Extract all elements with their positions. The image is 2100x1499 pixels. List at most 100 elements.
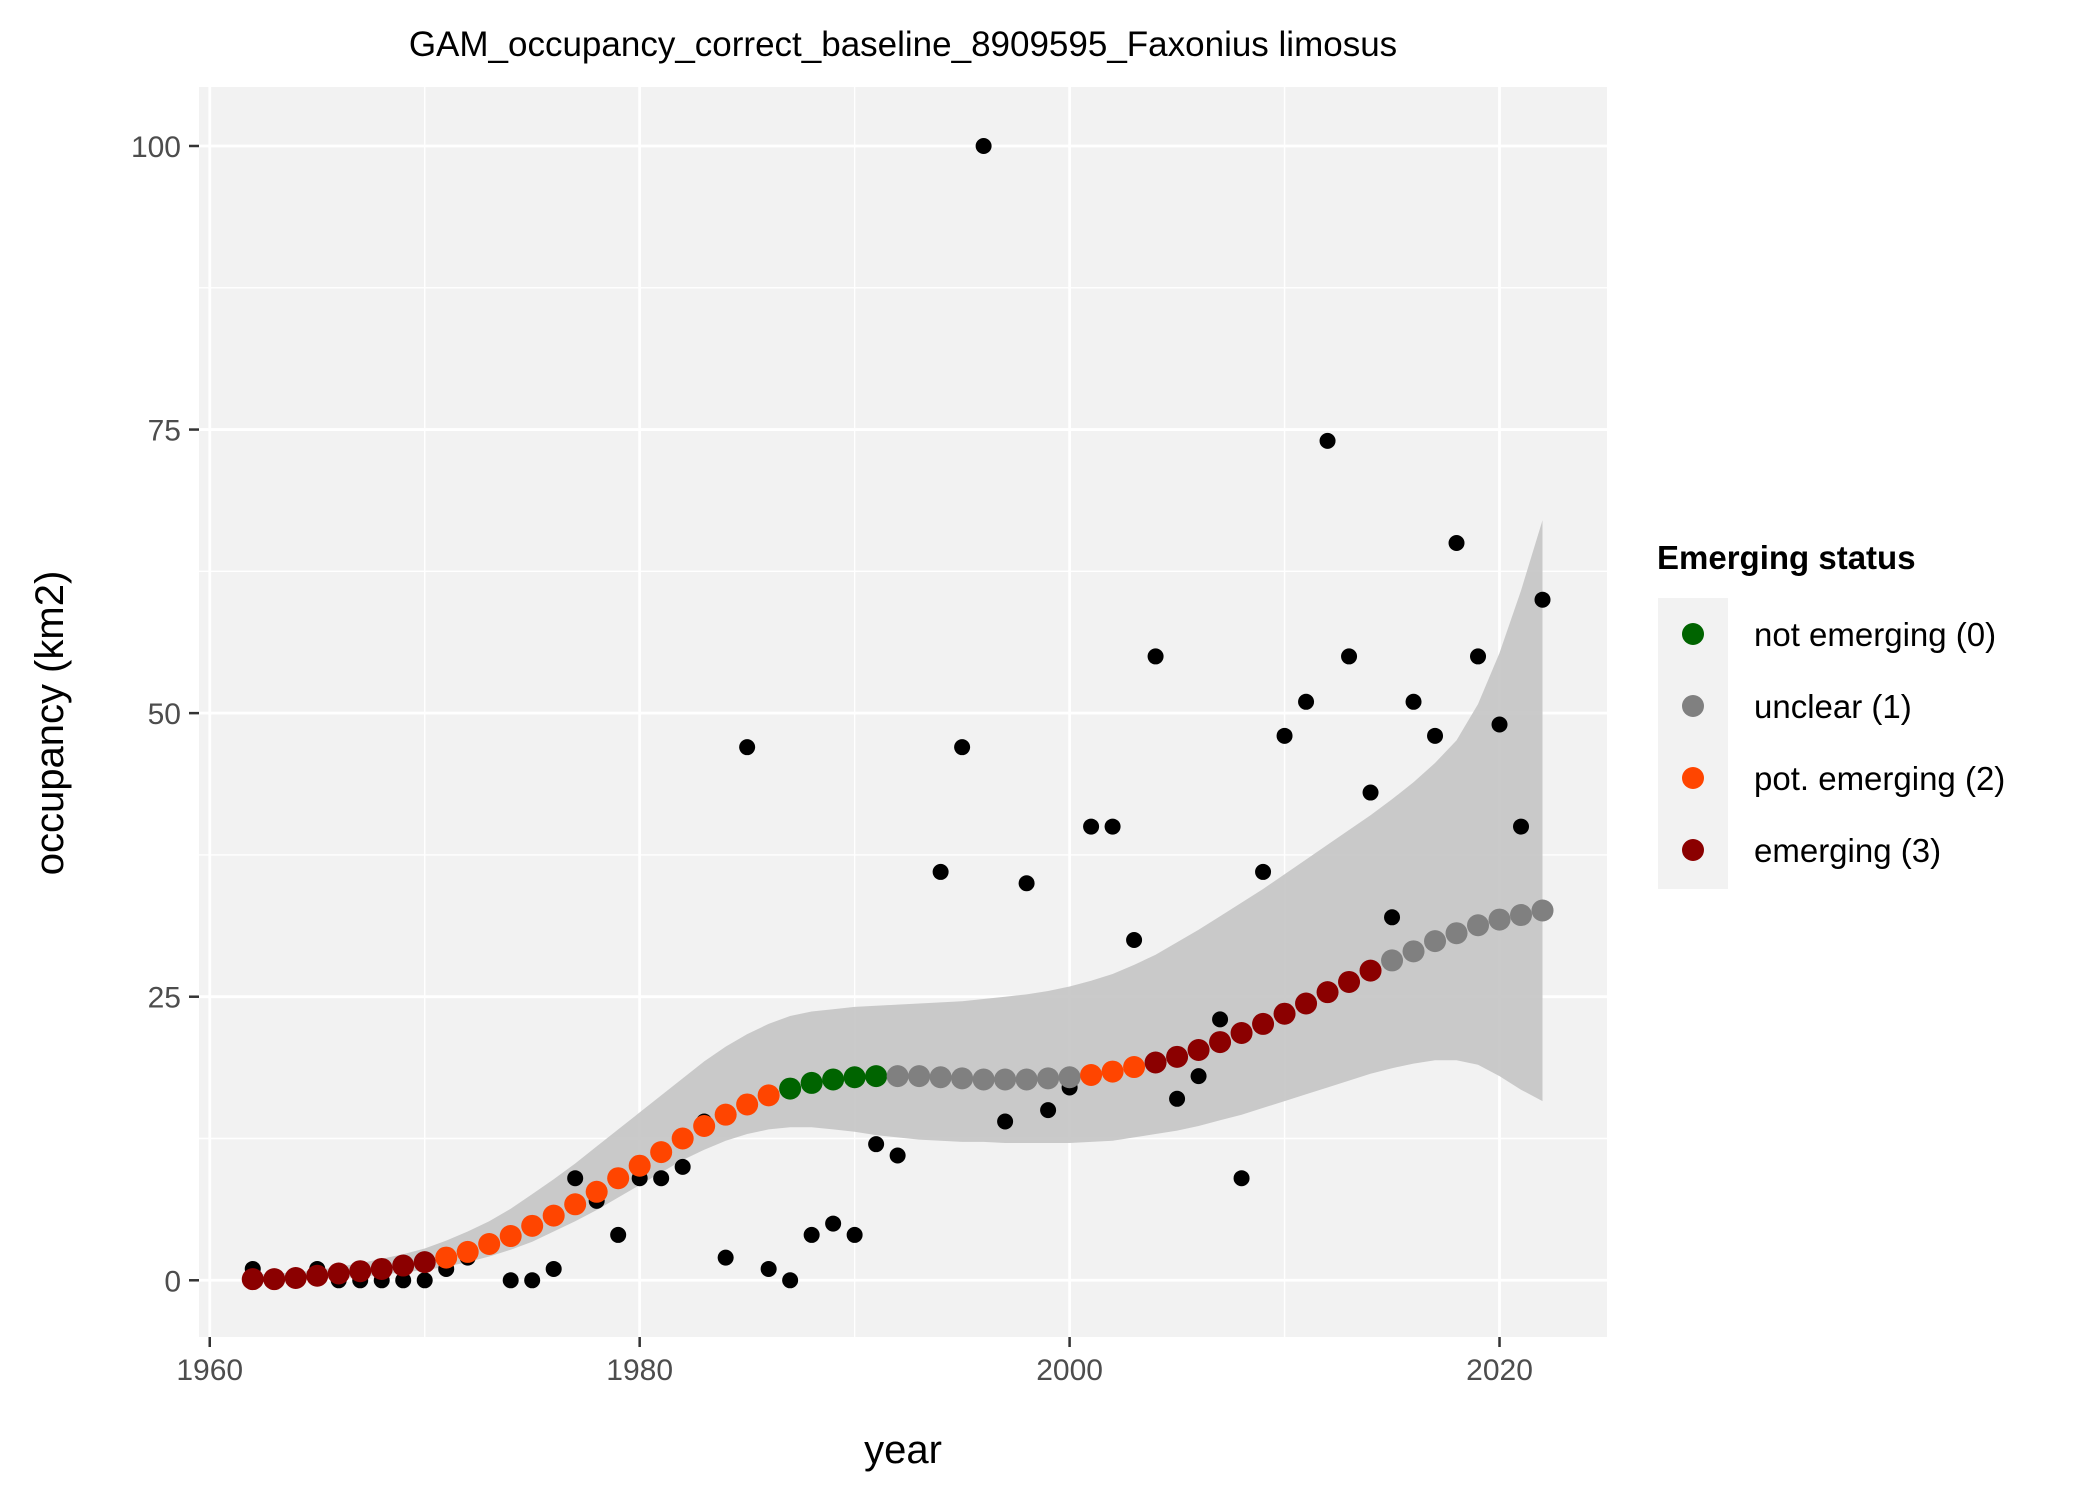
fit-point <box>241 1268 264 1291</box>
fit-point <box>757 1084 780 1107</box>
legend-label: pot. emerging (2) <box>1754 760 2005 797</box>
x-axis-title: year <box>864 1428 942 1472</box>
fit-point <box>306 1264 329 1287</box>
fit-point <box>972 1068 995 1091</box>
fit-point <box>951 1067 974 1090</box>
fit-point <box>1488 908 1511 931</box>
fit-point <box>564 1193 587 1216</box>
observed-point <box>1491 716 1508 733</box>
fit-point <box>478 1232 501 1255</box>
fit-point <box>1467 914 1490 937</box>
legend: Emerging status not emerging (0) unclear … <box>1657 539 2005 889</box>
observed-point <box>1448 534 1465 551</box>
observed-point <box>889 1147 906 1164</box>
fit-point <box>1273 1002 1296 1025</box>
fit-point <box>1252 1012 1275 1035</box>
fit-point <box>1123 1056 1146 1079</box>
y-tick-label: 75 <box>148 415 181 448</box>
fit-point <box>284 1267 307 1290</box>
x-tick-label: 2000 <box>1036 1354 1103 1387</box>
legend-key <box>1682 767 1704 789</box>
fit-point <box>822 1068 845 1091</box>
observed-point <box>1405 693 1422 710</box>
fit-point <box>865 1065 888 1088</box>
fit-point <box>929 1066 952 1089</box>
fit-point <box>607 1167 630 1190</box>
observed-point <box>975 137 992 154</box>
fit-point <box>1338 970 1361 993</box>
observed-point <box>997 1113 1014 1130</box>
fit-point <box>671 1127 694 1150</box>
y-tick-label: 0 <box>164 1265 181 1298</box>
observed-point <box>610 1226 627 1243</box>
observed-point <box>1513 818 1530 835</box>
observed-point <box>739 739 756 756</box>
fit-point <box>1037 1067 1060 1090</box>
fit-point <box>1510 904 1533 927</box>
fit-point <box>349 1260 372 1283</box>
fit-point <box>1359 959 1382 982</box>
observed-point <box>1233 1170 1250 1187</box>
fit-point <box>1230 1022 1253 1045</box>
x-tick-label: 1980 <box>606 1354 673 1387</box>
fit-point <box>1295 992 1318 1015</box>
fit-point <box>628 1154 651 1177</box>
legend-label: unclear (1) <box>1754 688 1912 725</box>
chart-title: GAM_occupancy_correct_baseline_8909595_F… <box>409 25 1397 64</box>
confidence-ribbon <box>252 520 1543 1281</box>
observed-point <box>674 1158 691 1175</box>
observed-point <box>1147 648 1164 665</box>
fit-point <box>499 1225 522 1248</box>
legend-key <box>1682 623 1704 645</box>
fit-point <box>1381 949 1404 972</box>
fit-point <box>1144 1051 1167 1074</box>
fit-point <box>521 1214 544 1237</box>
observed-point <box>954 739 971 756</box>
legend-label: emerging (3) <box>1754 832 1941 869</box>
observed-point <box>395 1272 412 1289</box>
observed-point <box>1083 818 1100 835</box>
observed-point <box>416 1272 433 1289</box>
observed-point <box>1384 909 1401 926</box>
observed-point <box>1427 727 1444 744</box>
legend-title: Emerging status <box>1657 539 1916 576</box>
fit-point <box>263 1268 286 1291</box>
fit-point <box>456 1240 479 1263</box>
fit-point <box>1166 1045 1189 1068</box>
legend-label: not emerging (0) <box>1754 616 1996 653</box>
observed-point <box>1534 591 1551 608</box>
fit-point <box>779 1077 802 1100</box>
observed-point <box>1255 863 1272 880</box>
observed-point <box>1018 875 1035 892</box>
fit-point <box>693 1115 716 1138</box>
fit-point <box>736 1093 759 1116</box>
observed-point <box>1470 648 1487 665</box>
fit-point <box>370 1257 393 1280</box>
y-tick-label: 100 <box>131 131 181 164</box>
observed-point <box>1040 1102 1057 1119</box>
observed-point <box>825 1215 842 1232</box>
observed-point <box>932 863 949 880</box>
fit-point <box>994 1068 1017 1091</box>
fit-point <box>435 1246 458 1269</box>
fit-point <box>908 1065 931 1088</box>
fit-point <box>1445 922 1468 945</box>
observed-point <box>1212 1011 1229 1028</box>
observed-point <box>1362 784 1379 801</box>
fit-point <box>1316 981 1339 1004</box>
observed-point <box>567 1170 584 1187</box>
gam-fit-points <box>241 899 1554 1291</box>
observed-point <box>1276 727 1293 744</box>
observed-point <box>760 1260 777 1277</box>
observed-point <box>502 1272 519 1289</box>
x-tick-label: 1960 <box>176 1354 243 1387</box>
observed-point <box>1341 648 1358 665</box>
observed-point <box>1190 1068 1207 1085</box>
fit-point <box>585 1180 608 1203</box>
observed-point <box>653 1170 670 1187</box>
observed-point <box>1104 818 1121 835</box>
legend-key <box>1682 695 1704 717</box>
fit-point <box>327 1262 350 1285</box>
observed-point <box>846 1226 863 1243</box>
x-tick-label: 2020 <box>1466 1354 1533 1387</box>
